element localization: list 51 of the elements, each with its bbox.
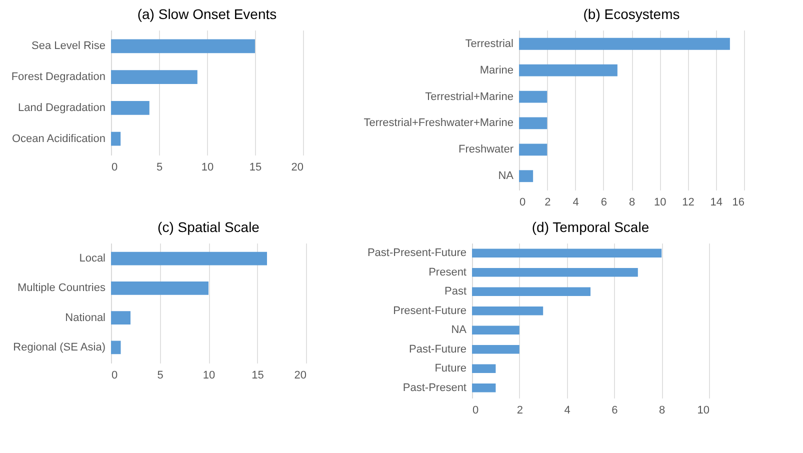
y-tick-label: Future — [434, 362, 466, 375]
x-tick-label: 20 — [294, 370, 306, 382]
x-tick-label: 2 — [516, 404, 523, 416]
x-tick-label: 8 — [628, 196, 636, 208]
y-tick-label: Terrestrial+Marine — [425, 90, 514, 103]
x-tick-label: 12 — [682, 196, 694, 208]
chart-title: (a) Slow Onset Events — [137, 6, 277, 22]
y-tick-label: Past-Present-Future — [367, 247, 466, 260]
y-tick-label: Regional (SE Asia) — [13, 341, 106, 354]
x-tick-label: 10 — [201, 162, 214, 174]
x-tick-label: 2 — [544, 196, 551, 208]
y-tick-label: NA — [498, 170, 514, 182]
x-tick-label: 0 — [472, 404, 479, 416]
x-tick-label: 6 — [600, 196, 607, 208]
y-tick-label: National — [65, 312, 106, 324]
x-tick-label: 20 — [291, 162, 304, 174]
y-tick-label: Multiple Countries — [17, 282, 106, 294]
x-tick-label: 6 — [612, 404, 618, 416]
y-tick-label: Past-Future — [409, 343, 466, 356]
x-tick-label: 4 — [572, 196, 579, 208]
y-tick-label: Present-Future — [393, 304, 466, 317]
y-tick-label: Past — [444, 286, 466, 298]
y-tick-label: Terrestrial — [465, 38, 514, 50]
y-tick-label: Terrestrial+Freshwater+Marine — [364, 117, 514, 130]
x-tick-label: 5 — [157, 370, 164, 382]
chart-title: (c) Spatial Scale — [158, 219, 260, 235]
x-tick-label: 10 — [697, 404, 710, 416]
y-tick-label: Land Degradation — [18, 102, 106, 114]
chart-title: (d) Temporal Scale — [532, 219, 650, 235]
x-tick-label: 10 — [202, 370, 216, 382]
y-tick-label: Freshwater — [458, 144, 514, 156]
x-tick-label: 0 — [112, 370, 118, 382]
x-tick-label: 10 — [654, 196, 666, 208]
y-tick-label: Forest Degradation — [11, 71, 106, 84]
x-tick-label: 0 — [520, 196, 526, 208]
chart-title: (b) Ecosystems — [583, 6, 680, 22]
y-tick-label: Sea Level Rise — [32, 40, 106, 52]
y-tick-label: Past-Present — [402, 382, 466, 394]
y-tick-label: Marine — [480, 64, 514, 76]
y-tick-label: NA — [451, 324, 468, 336]
x-tick-label: 8 — [659, 404, 666, 416]
x-tick-label: 0 — [112, 162, 118, 174]
y-tick-label: Ocean Acidification — [12, 132, 106, 145]
x-tick-label: 5 — [156, 162, 163, 174]
x-tick-label: 15 — [252, 370, 264, 382]
x-tick-label: 14 — [710, 196, 722, 208]
x-tick-label: 15 — [249, 162, 262, 174]
y-tick-label: Present — [428, 266, 466, 278]
y-tick-label: Local — [79, 252, 106, 265]
x-tick-label: 4 — [564, 404, 570, 416]
x-tick-label: 16 — [732, 196, 744, 208]
